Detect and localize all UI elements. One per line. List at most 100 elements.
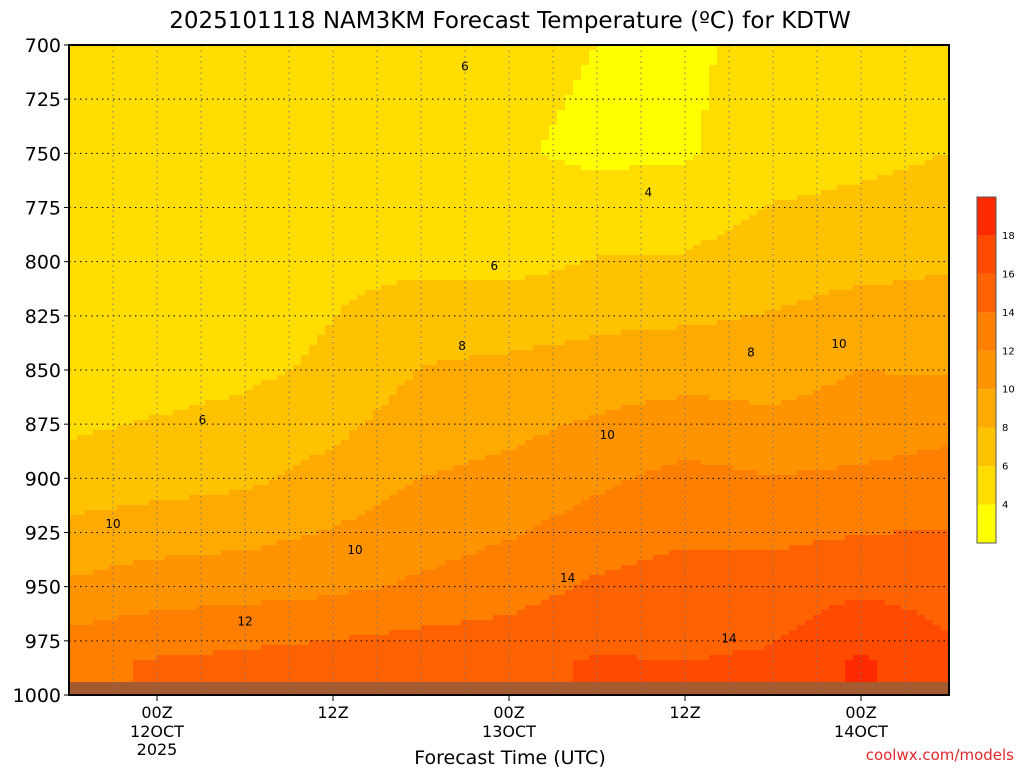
field-cell [101,85,110,91]
field-cell [469,110,478,116]
field-cell [541,50,550,56]
field-cell [469,155,478,161]
field-cell [533,80,542,86]
field-cell [157,120,166,126]
field-cell [589,155,598,161]
field-cell [477,230,486,236]
field-cell [229,130,238,136]
field-cell [149,145,158,151]
field-cell [93,55,102,61]
field-cell [541,160,550,166]
field-cell [933,205,942,211]
field-cell [837,200,846,206]
field-cell [141,135,150,141]
field-cell [821,220,830,226]
field-cell [781,235,790,241]
field-cell [661,95,670,101]
field-cell [421,240,430,246]
field-cell [341,170,350,176]
field-cell [741,145,750,151]
field-cell [309,75,318,81]
field-cell [325,225,334,231]
field-cell [877,215,886,221]
field-cell [677,260,686,266]
field-cell [693,50,702,56]
field-cell [869,200,878,206]
field-cell [189,60,198,66]
field-cell [333,145,342,151]
field-cell [325,220,334,226]
field-cell [517,75,526,81]
field-cell [101,220,110,226]
field-cell [701,150,710,156]
field-cell [597,250,606,256]
field-cell [77,190,86,196]
field-cell [509,260,518,266]
field-cell [653,150,662,156]
field-cell [677,85,686,91]
field-cell [821,60,830,66]
field-cell [565,190,574,196]
field-cell [245,240,254,246]
field-cell [677,175,686,181]
field-cell [325,75,334,81]
field-cell [597,265,606,271]
field-cell [93,60,102,66]
field-cell [285,75,294,81]
field-cell [381,200,390,206]
field-cell [237,265,246,271]
field-cell [245,140,254,146]
field-cell [213,150,222,156]
field-cell [69,80,78,86]
field-cell [909,160,918,166]
field-cell [485,70,494,76]
field-cell [77,155,86,161]
field-cell [541,65,550,71]
field-cell [245,250,254,256]
field-cell [685,55,694,61]
field-cell [733,135,742,141]
field-cell [301,185,310,191]
field-cell [781,130,790,136]
field-cell [381,215,390,221]
field-cell [581,85,590,91]
field-cell [493,75,502,81]
field-cell [805,115,814,121]
field-cell [269,160,278,166]
field-cell [117,100,126,106]
field-cell [357,135,366,141]
field-cell [749,150,758,156]
field-cell [269,90,278,96]
field-cell [541,95,550,101]
field-cell [173,145,182,151]
field-cell [909,145,918,151]
field-cell [133,145,142,151]
field-cell [629,175,638,181]
field-cell [509,115,518,121]
field-cell [645,105,654,111]
field-cell [333,235,342,241]
field-cell [229,60,238,66]
field-cell [565,240,574,246]
field-cell [365,200,374,206]
field-cell [517,190,526,196]
field-cell [605,190,614,196]
field-cell [277,155,286,161]
field-cell [213,145,222,151]
field-cell [93,170,102,176]
field-cell [773,195,782,201]
field-cell [525,225,534,231]
field-cell [389,205,398,211]
field-cell [125,190,134,196]
field-cell [613,165,622,171]
field-cell [413,265,422,271]
field-cell [429,245,438,251]
field-cell [717,65,726,71]
field-cell [261,235,270,241]
field-cell [237,200,246,206]
field-cell [845,195,854,201]
field-cell [677,265,686,271]
field-cell [269,70,278,76]
field-cell [701,145,710,151]
field-cell [133,50,142,56]
